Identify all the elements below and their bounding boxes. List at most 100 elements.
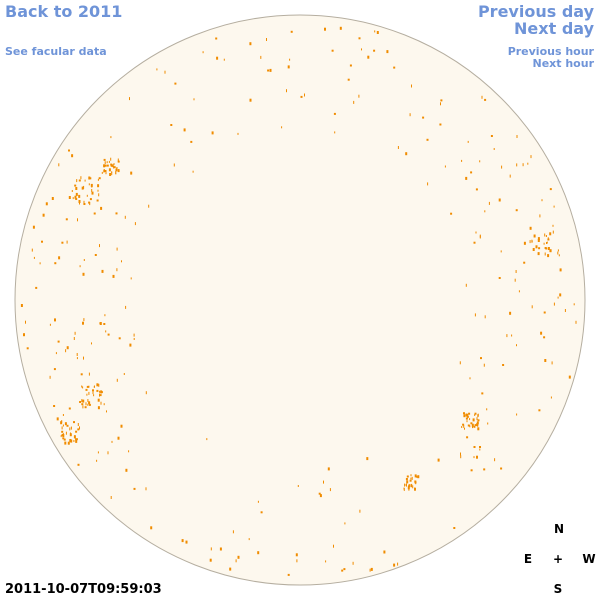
facula (477, 419, 480, 422)
facula (109, 173, 112, 176)
facula (465, 417, 468, 420)
facula (97, 406, 100, 410)
facula (343, 568, 346, 571)
next-hour-link[interactable]: Next hour (532, 57, 595, 70)
facula (550, 396, 552, 399)
facula (62, 437, 65, 440)
facula (412, 485, 414, 489)
facula (56, 417, 59, 421)
facula (173, 163, 175, 167)
facula (113, 165, 115, 169)
facula (107, 451, 109, 455)
facula (516, 344, 517, 347)
facula (523, 241, 526, 245)
facula (75, 430, 78, 433)
facula (81, 186, 84, 190)
facula (237, 555, 240, 559)
facula (439, 123, 442, 126)
facula (366, 457, 369, 461)
facula (97, 189, 99, 192)
facula (84, 406, 87, 409)
facula (99, 244, 100, 248)
facula (266, 38, 267, 41)
compass-north: N (553, 522, 565, 536)
facula (516, 413, 518, 416)
facula (89, 202, 91, 206)
facula (460, 455, 462, 459)
facula (409, 479, 412, 482)
facula (511, 334, 513, 337)
facula (237, 132, 239, 135)
facula (493, 148, 495, 150)
facula (463, 412, 465, 415)
facula (87, 399, 89, 402)
facula (498, 198, 501, 202)
facula (549, 188, 552, 191)
facula (481, 95, 483, 99)
back-link[interactable]: Back to 2011 (5, 2, 123, 21)
facula (156, 68, 158, 71)
facula (101, 171, 103, 174)
facula (105, 171, 107, 175)
facula (82, 321, 84, 325)
facula (45, 202, 48, 206)
previous-day-link[interactable]: Previous day (477, 2, 594, 21)
facula (558, 254, 560, 257)
facula (544, 359, 547, 362)
facula (564, 309, 566, 312)
facula (530, 155, 532, 159)
facula (91, 342, 92, 345)
facula (474, 414, 476, 416)
facula (103, 164, 106, 168)
facular-link[interactable]: See facular data (5, 45, 107, 58)
previous-hour-link[interactable]: Previous hour (507, 45, 594, 58)
facula (104, 161, 106, 165)
facula (540, 331, 543, 335)
facula (115, 168, 117, 172)
facula (269, 68, 272, 72)
facula (88, 372, 90, 376)
facula (575, 320, 577, 324)
facula (470, 422, 473, 425)
facula (543, 242, 545, 245)
facula (65, 431, 67, 435)
facula (91, 191, 94, 195)
facula (479, 235, 481, 239)
facula (481, 392, 484, 395)
facula (106, 164, 109, 167)
facula (75, 187, 78, 190)
facula (414, 481, 417, 484)
facula (296, 559, 298, 563)
facula (469, 418, 471, 421)
facula (287, 65, 290, 69)
facula (287, 573, 290, 576)
facula (404, 483, 406, 486)
facula (483, 363, 485, 367)
facula (406, 480, 409, 484)
facula (103, 403, 105, 406)
facula (76, 438, 78, 441)
facula (185, 540, 188, 544)
facula (408, 484, 411, 488)
facula (531, 305, 533, 309)
facula (110, 157, 112, 161)
facula (90, 183, 93, 187)
facula (42, 213, 45, 217)
facula (68, 407, 71, 410)
compass-south: S (553, 582, 563, 596)
facula (124, 215, 126, 219)
facula (484, 210, 486, 213)
facula (289, 58, 291, 61)
facula (71, 190, 73, 192)
facula (104, 164, 107, 167)
facula (97, 184, 100, 188)
facula (86, 393, 88, 396)
facula (549, 232, 552, 236)
facula (461, 426, 463, 428)
facula (500, 250, 502, 253)
facula (474, 412, 477, 415)
next-day-link[interactable]: Next day (514, 19, 594, 38)
facula (26, 347, 29, 350)
facula (96, 383, 99, 387)
facula (77, 423, 79, 426)
